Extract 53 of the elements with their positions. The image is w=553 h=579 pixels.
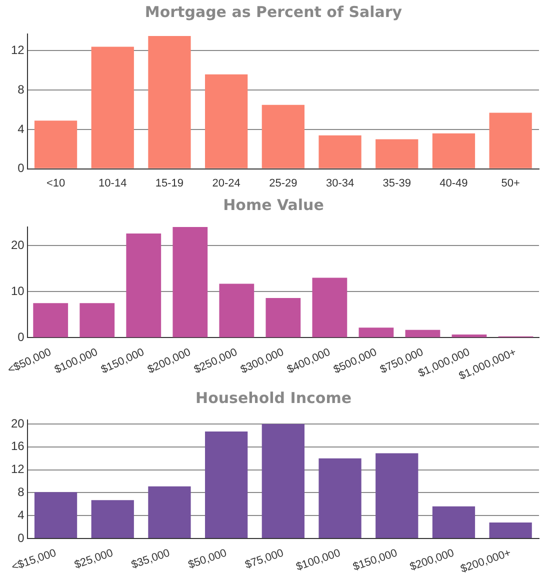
y-tick-label: 0 [18,330,25,344]
bar [80,303,115,338]
bar [34,492,78,538]
bar [205,74,248,168]
bar [376,139,418,168]
y-tick-label: 20 [10,238,25,252]
bar [34,120,78,168]
bar [148,36,191,168]
bar [205,431,248,538]
chart-title: Household Income [196,388,352,407]
x-tick-label: 35-39 [382,177,411,190]
bar [148,486,191,538]
x-tick-label: 10-14 [98,177,127,190]
bar [358,328,394,338]
bar [405,330,440,338]
bar [172,227,208,338]
bar [91,46,134,168]
y-tick-label: 10 [10,284,25,298]
bar [432,506,476,538]
x-tick-label: 30-34 [326,177,354,190]
chart-title: Home Value [223,196,324,214]
y-tick-label: 0 [18,161,25,176]
chart-title: Mortgage as Percent of Salary [144,2,402,21]
x-tick-label: <10 [46,177,66,190]
bar [91,500,134,538]
bar [432,133,476,168]
y-tick-label: 16 [10,439,25,454]
y-tick-label: 20 [10,416,25,430]
y-tick-label: 4 [18,508,25,522]
x-tick-label: 15-19 [155,177,184,190]
bar [262,104,304,168]
bar [33,303,68,338]
bar [126,233,162,338]
bar [266,298,301,338]
bar [318,135,362,168]
x-tick-label: 40-49 [440,177,468,190]
bar [219,284,254,338]
bar [452,334,487,338]
bar [262,424,304,538]
y-tick-label: 12 [10,43,25,58]
bar [318,458,362,538]
x-tick-label: 25-29 [269,177,298,190]
bar [376,453,418,538]
bar [489,522,532,538]
y-tick-label: 8 [18,485,25,499]
y-tick-label: 8 [18,82,25,96]
x-tick-label: 50+ [501,177,520,190]
y-tick-label: 0 [18,530,25,545]
y-tick-label: 4 [18,122,25,136]
bar [312,278,348,338]
y-tick-label: 12 [10,462,25,476]
bar [489,112,532,168]
x-tick-label: 20-24 [212,177,240,190]
